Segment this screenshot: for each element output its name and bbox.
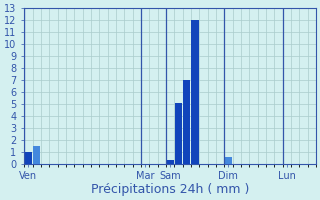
Bar (33, 146, 40, 164)
Bar (25, 152, 32, 164)
Bar (166, 160, 173, 164)
X-axis label: Précipitations 24h ( mm ): Précipitations 24h ( mm ) (91, 183, 249, 196)
Bar (225, 157, 232, 164)
Bar (175, 103, 182, 164)
Bar (191, 20, 198, 164)
Bar (183, 80, 190, 164)
